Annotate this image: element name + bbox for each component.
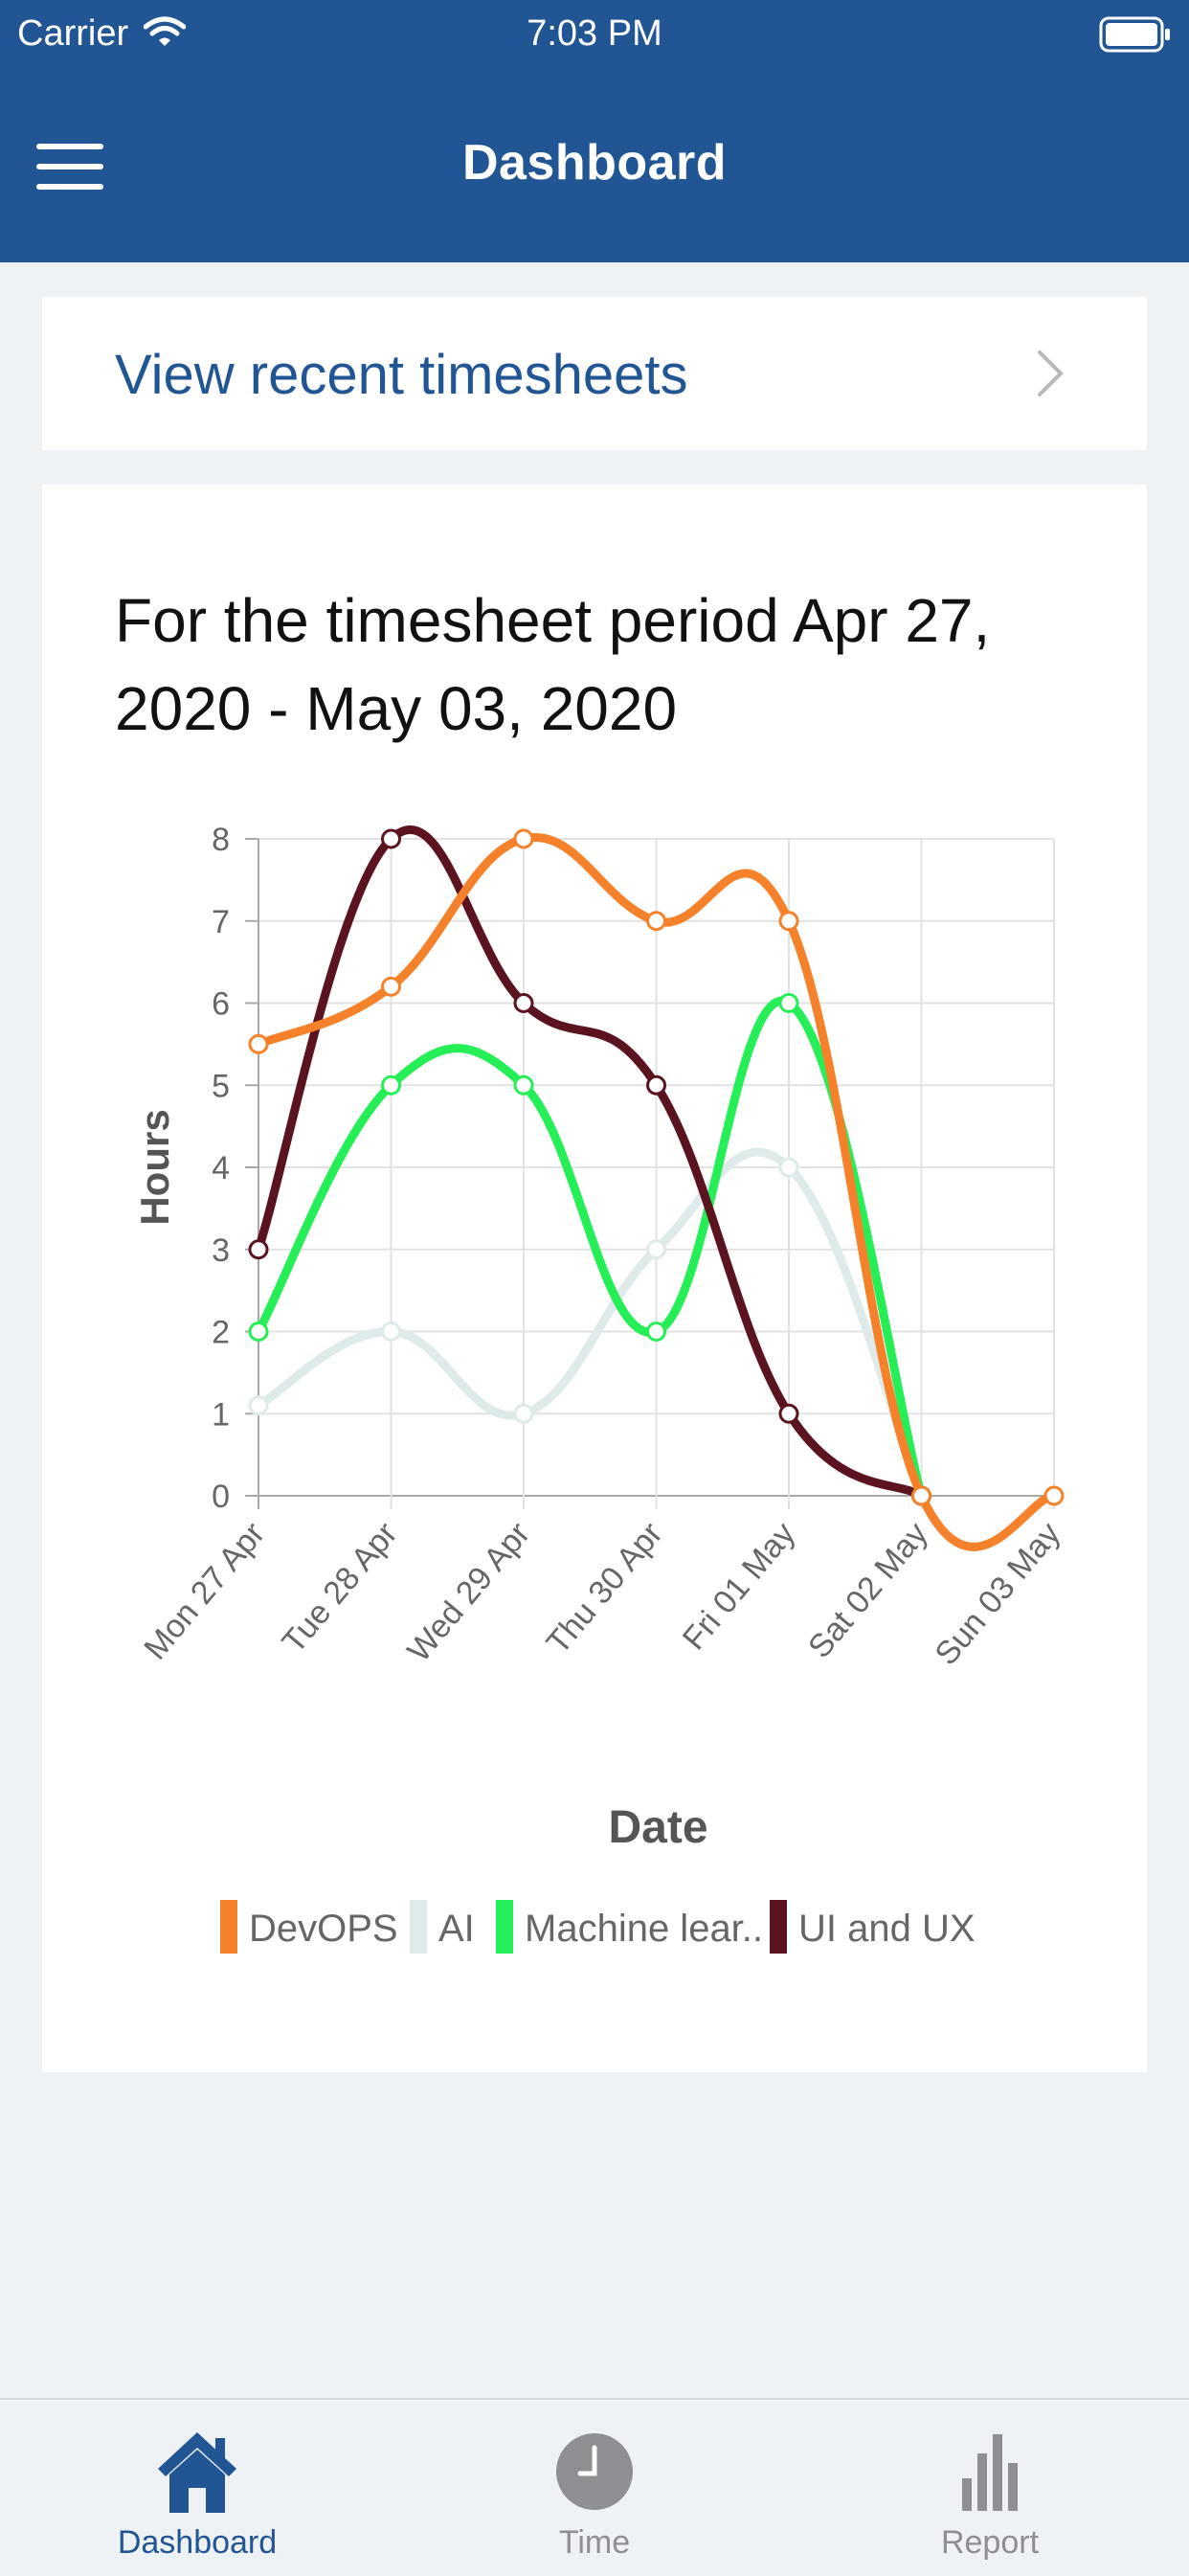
data-point[interactable] — [248, 1239, 269, 1260]
legend-label[interactable]: UI and UX — [798, 1908, 976, 1950]
y-tick-label: 6 — [212, 986, 230, 1023]
view-recent-timesheets-label: View recent timesheets — [115, 344, 688, 406]
x-tick-label: Thu 30 Apr — [540, 1516, 670, 1661]
data-point[interactable] — [646, 911, 666, 932]
data-point[interactable] — [381, 1322, 401, 1342]
tab-bar: Dashboard Time Report — [0, 2398, 1189, 2576]
data-point[interactable] — [646, 1074, 666, 1096]
data-point[interactable] — [513, 993, 534, 1013]
x-tick-label: Sat 02 May — [801, 1516, 935, 1665]
data-point[interactable] — [248, 1033, 269, 1054]
hamburger-icon[interactable] — [34, 142, 105, 192]
tab-time-label: Time — [558, 2524, 631, 2561]
data-point[interactable] — [778, 1157, 799, 1178]
series-line-machine-lear- — [254, 996, 926, 1501]
y-tick-label: 7 — [212, 904, 230, 940]
y-tick-label: 4 — [212, 1150, 230, 1186]
data-point[interactable] — [513, 828, 534, 849]
view-recent-timesheets-row[interactable]: View recent timesheets — [42, 297, 1147, 450]
data-point[interactable] — [1043, 1485, 1065, 1506]
x-tick-label: Wed 29 Apr — [400, 1516, 537, 1669]
x-tick-label: Tue 28 Apr — [275, 1516, 404, 1661]
chevron-right-icon — [1038, 350, 1064, 396]
x-tick-label: Fri 01 May — [676, 1516, 802, 1657]
y-tick-label: 0 — [212, 1479, 230, 1515]
data-point[interactable] — [381, 1074, 401, 1096]
data-point[interactable] — [911, 1485, 931, 1506]
wifi-icon — [144, 16, 186, 46]
tab-report[interactable]: Report — [846, 2400, 1133, 2576]
data-point[interactable] — [778, 1403, 799, 1424]
legend-label[interactable]: Machine lear.. — [525, 1908, 763, 1950]
data-point[interactable] — [248, 1322, 269, 1342]
series-line-ui-and-ux — [254, 825, 926, 1501]
clock-icon — [556, 2433, 633, 2510]
page-title: Dashboard — [461, 135, 728, 191]
data-point[interactable] — [513, 1074, 534, 1096]
data-point[interactable] — [778, 911, 799, 932]
legend-swatch — [770, 1900, 787, 1954]
data-point[interactable] — [381, 828, 401, 849]
y-tick-label: 1 — [212, 1396, 230, 1433]
tab-time[interactable]: Time — [451, 2400, 738, 2576]
y-tick-label: 8 — [212, 822, 230, 858]
app-header: Carrier 7:03 PM Dashboard — [0, 0, 1189, 262]
data-point[interactable] — [646, 1322, 666, 1342]
data-point[interactable] — [778, 993, 799, 1013]
legend-swatch — [220, 1900, 237, 1954]
status-bar: Carrier 7:03 PM — [0, 13, 1189, 61]
legend-label[interactable]: AI — [438, 1908, 475, 1950]
y-tick-label: 5 — [212, 1068, 230, 1104]
battery-icon — [1099, 16, 1170, 53]
carrier-label: Carrier — [17, 13, 129, 54]
data-point[interactable] — [646, 1239, 666, 1260]
x-tick-label: Mon 27 Apr — [137, 1516, 272, 1667]
y-axis-title: Hours — [132, 1109, 177, 1225]
data-point[interactable] — [248, 1395, 269, 1416]
bar-chart-icon — [962, 2434, 1018, 2511]
chart-card: For the timesheet period Apr 27, 2020 - … — [42, 485, 1147, 2072]
timesheet-period-heading: For the timesheet period Apr 27, 2020 - … — [115, 586, 991, 743]
data-point[interactable] — [381, 976, 401, 997]
x-axis-title: Date — [608, 1802, 707, 1853]
home-icon — [158, 2432, 236, 2513]
series-line-ai — [254, 1147, 926, 1501]
y-tick-label: 3 — [212, 1232, 230, 1269]
legend-label[interactable]: DevOPS — [249, 1908, 398, 1950]
status-time: 7:03 PM — [527, 13, 662, 54]
legend-swatch — [410, 1900, 427, 1954]
legend-swatch — [496, 1900, 513, 1954]
data-point[interactable] — [513, 1403, 534, 1424]
tab-dashboard[interactable]: Dashboard — [54, 2400, 341, 2576]
tab-dashboard-label: Dashboard — [117, 2524, 278, 2561]
y-tick-label: 2 — [212, 1315, 230, 1351]
chart-legend: DevOPS AI Machine lear.. UI and UX — [220, 1900, 976, 1954]
tab-report-label: Report — [940, 2524, 1040, 2561]
